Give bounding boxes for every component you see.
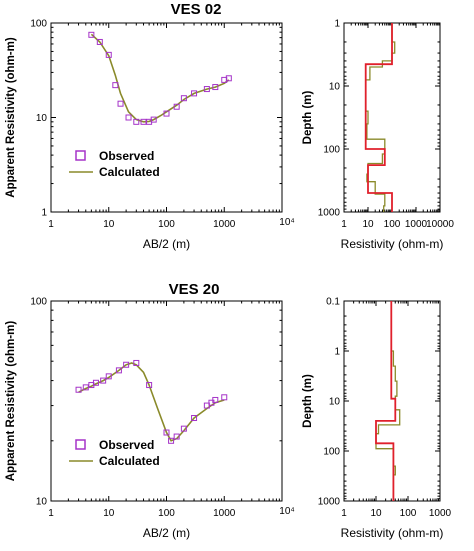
ves02-curve-observed-point: [212, 84, 219, 91]
ves02-curve-observed-point: [163, 110, 170, 117]
ves20-model-red-model-line: [375, 301, 397, 501]
ves20-model-x-tick-label: 100: [400, 508, 417, 519]
ves02-curve-observed-point: [150, 116, 157, 123]
ves20-curve-observed-point: [168, 437, 175, 444]
ves02-curve-observed-point: [88, 31, 95, 38]
ves02-sounding-plot: 1 10 100 1000 10⁴ 1 10 100 AB/2 (m) Apparent Resi…: [5, 19, 295, 252]
ves20-model-y-tick-label: 1: [334, 347, 340, 358]
ves02-model-x-axis-label: Resistivity (ohm-m): [341, 237, 444, 251]
ves02-model-olive-model-line: [365, 23, 396, 212]
ves02-curve-legend-calculated-label: Calculated: [99, 165, 160, 179]
ves20-model-y-tick-label: 0.1: [326, 297, 340, 308]
ves02-curve-observed-point: [96, 38, 103, 45]
ves20-curve-x-tick-label: 1: [48, 508, 54, 519]
ves02-curve-observed-point: [140, 118, 147, 125]
ves20-title: VES 20: [169, 281, 220, 298]
ves02-curve-observed-point: [180, 95, 187, 102]
ves02-curve-observed-point: [225, 75, 232, 82]
ves02-curve-observed-point: [125, 114, 132, 121]
ves02-curve-calculated-line: [90, 33, 230, 123]
ves20-curve-x-tick-label: 1000: [213, 508, 236, 519]
ves20-model-x-tick-label: 1000: [429, 508, 452, 519]
ves02-curve-x-tick-label: 10: [103, 219, 115, 230]
ves20-curve-observed-point: [92, 379, 99, 386]
ves02-model-y-tick-label: 1000: [318, 208, 341, 219]
ves20-curve-observed-point: [191, 415, 198, 422]
ves20-model-plot: 1 10 100 1000 0.1 1 10 100 1000 Resistivity (ohm-…: [302, 297, 452, 541]
ves20-curve-observed-point: [123, 361, 130, 368]
ves02-curve-observed-point: [173, 103, 180, 110]
ves02-curve-observed-point: [191, 90, 198, 97]
ves02-model-y-tick-label: 100: [323, 145, 340, 156]
ves02-curve-x-tick-label: 100: [158, 219, 175, 230]
ves20-curve-observed-point: [100, 377, 107, 384]
ves02-curve-x-tick-label: 1000: [213, 219, 236, 230]
ves02-curve-legend-observed-marker: [75, 150, 86, 161]
ves02-curve-y-tick-label: 10: [36, 113, 48, 124]
ves20-curve-x-tick-label: 10: [103, 508, 115, 519]
ves20-curve-observed-point: [82, 384, 89, 391]
ves02-curve-legend-observed-label: Observed: [99, 149, 154, 163]
ves02-model-y-tick-label: 10: [329, 82, 341, 93]
ves20-curve-observed-point: [133, 359, 140, 366]
ves20-curve-x-axis-label: AB/2 (m): [143, 526, 190, 540]
ves20-curve-observed-point: [173, 433, 180, 440]
ves20-curve-observed-point: [221, 394, 228, 401]
ves20-curve-legend-observed-label: Observed: [99, 438, 154, 452]
ves20-curve-observed-point: [146, 382, 153, 389]
ves20-curve-observed-point: [163, 429, 170, 436]
ves02-curve-x-axis-label: AB/2 (m): [143, 237, 190, 251]
ves02-curve-x-tick-label: 1: [48, 219, 54, 230]
ves20-curve-x-tick-label: 100: [158, 508, 175, 519]
ves20-curve-legend-calculated-label: Calculated: [99, 454, 160, 468]
ves20-model-y-axis-label: Depth (m): [302, 374, 314, 428]
ves20-curve-observed-point: [180, 425, 187, 432]
ves20-model-y-tick-label: 1000: [318, 497, 341, 508]
ves02-curve-frame: [50, 22, 283, 213]
ves02-model-x-tick-label: 1000: [405, 219, 428, 230]
ves20-model-olive-model-line: [375, 301, 401, 501]
ves02-curve-observed-point: [203, 86, 210, 93]
ves20-model-x-tick-label: 10: [370, 508, 382, 519]
ves20-model-y-tick-label: 100: [323, 447, 340, 458]
ves02-curve-observed-point: [133, 118, 140, 125]
ves02-curve-x-tick-label: 10⁴: [279, 217, 294, 228]
ves02-model-x-tick-label: 100: [384, 219, 401, 230]
ves02-title: VES 02: [171, 1, 222, 18]
ves20-curve-y-tick-label: 100: [30, 297, 47, 308]
ves02-model-x-tick-label: 10: [362, 219, 374, 230]
ves20-curve-y-axis-label: Apparent Resistivity (ohm-m): [5, 321, 17, 482]
ves02-curve-y-axis-label: Apparent Resistivity (ohm-m): [5, 37, 17, 198]
ves02-curve-observed-point: [105, 51, 112, 58]
ves20-curve-x-tick-label: 10⁴: [279, 506, 294, 517]
ves02-curve-y-tick-label: 1: [41, 208, 47, 219]
ves02-model-x-tick-label: 1: [341, 219, 347, 230]
ves02-model-x-tick-label: 10000: [426, 219, 454, 230]
ves20-curve-frame: [50, 300, 283, 502]
ves20-curve-calculated-line: [78, 362, 225, 442]
ves20-curve-observed-point: [75, 386, 82, 393]
ves20-curve-observed-point: [105, 373, 112, 380]
ves20-model-x-tick-label: 1: [341, 508, 347, 519]
ves02-curve-y-tick-label: 100: [30, 19, 47, 30]
ves20-curve-observed-point: [115, 367, 122, 374]
ves20-curve-y-tick-label: 10: [36, 497, 48, 508]
ves20-curve-legend-observed-marker: [75, 439, 86, 450]
ves02-curve-observed-point: [117, 100, 124, 107]
ves02-curve-observed-point: [112, 82, 119, 89]
ves02-model-y-axis-label: Depth (m): [302, 91, 314, 145]
ves20-model-y-tick-label: 10: [329, 397, 341, 408]
ves20-curve-observed-point: [212, 396, 219, 403]
ves20-model-x-axis-label: Resistivity (ohm-m): [341, 526, 444, 540]
ves02-model-y-tick-label: 1: [334, 19, 340, 30]
ves02-model-red-model-line: [364, 23, 393, 212]
